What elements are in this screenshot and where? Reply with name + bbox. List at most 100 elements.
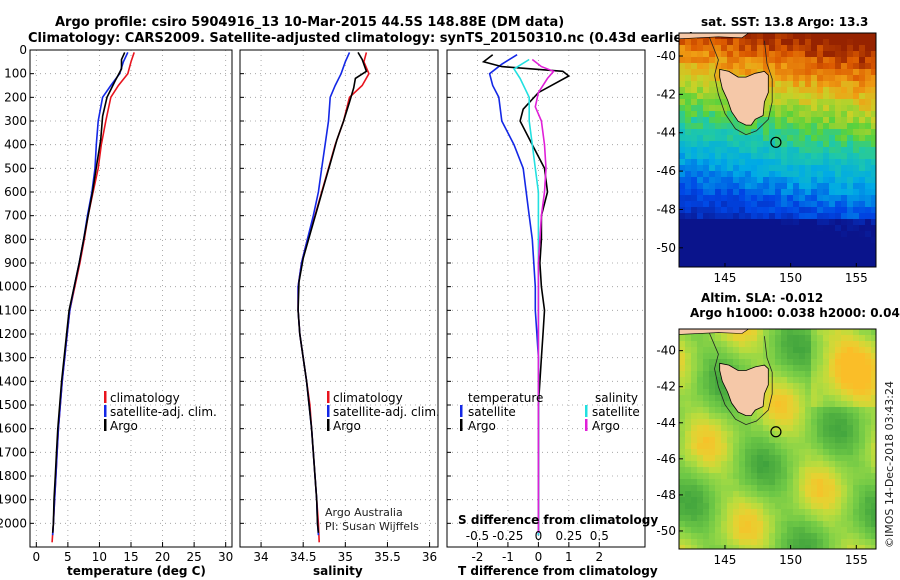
heatmap-cell [853,99,860,106]
heatmap-cell [703,93,710,100]
heatmap-cell [697,99,704,106]
heatmap-cell [787,431,794,438]
heatmap-cell [847,105,854,112]
heatmap-cell [679,93,686,100]
heatmap-cell [775,491,782,498]
heatmap-cell [871,237,876,244]
heatmap-cell [721,425,728,432]
heatmap-cell [871,165,876,172]
heatmap-cell [817,153,824,160]
heatmap-cell [739,51,746,58]
heatmap-cell [751,449,758,456]
heatmap-cell [757,249,764,256]
heatmap-cell [787,159,794,166]
heatmap-cell [805,171,812,178]
y-tick-label: 1800 [0,469,27,483]
heatmap-cell [697,129,704,136]
heatmap-cell [763,461,770,468]
heatmap-cell [703,431,710,438]
heatmap-cell [715,545,722,549]
heatmap-cell [781,249,788,256]
heatmap-cell [679,51,686,58]
heatmap-cell [781,473,788,480]
heatmap-cell [679,159,686,166]
y-tick-label: 2000 [0,516,27,530]
heatmap-cell [793,335,800,342]
heatmap-cell [781,159,788,166]
heatmap-cell [697,527,704,534]
heatmap-cell [769,213,776,220]
heatmap-cell [727,467,734,474]
heatmap-cell [709,377,716,384]
heatmap-cell [859,539,866,546]
heatmap-cell [679,141,686,148]
heatmap-cell [679,407,686,414]
heatmap-cell [835,165,842,172]
heatmap-cell [871,533,876,540]
heatmap-cell [823,389,830,396]
heatmap-cell [787,243,794,250]
heatmap-cell [793,347,800,354]
heatmap-cell [847,153,854,160]
heatmap-cell [829,207,836,214]
heatmap-cell [733,135,740,142]
heatmap-cell [793,135,800,142]
heatmap-cell [709,39,716,46]
heatmap-cell [829,135,836,142]
heatmap-cell [853,111,860,118]
heatmap-cell [685,443,692,450]
heatmap-cell [751,189,758,196]
heatmap-cell [835,195,842,202]
heatmap-cell [853,533,860,540]
heatmap-cell [841,171,848,178]
heatmap-cell [715,341,722,348]
heatmap-cell [769,509,776,516]
heatmap-cell [811,63,818,70]
heatmap-cell [781,443,788,450]
heatmap-cell [847,497,854,504]
heatmap-cell [811,165,818,172]
heatmap-cell [757,243,764,250]
heatmap-cell [745,159,752,166]
heatmap-cell [733,243,740,250]
heatmap-cell [751,467,758,474]
heatmap-cell [685,353,692,360]
heatmap-cell [847,237,854,244]
heatmap-cell [703,425,710,432]
heatmap-cell [805,461,812,468]
heatmap-cell [799,431,806,438]
heatmap-cell [733,443,740,450]
heatmap-cell [841,329,848,336]
heatmap-cell [865,383,872,390]
heatmap-cell [841,201,848,208]
heatmap-cell [847,467,854,474]
heatmap-cell [805,189,812,196]
heatmap-cell [799,99,806,106]
heatmap-cell [799,171,806,178]
heatmap-cell [835,413,842,420]
heatmap-cell [817,503,824,510]
heatmap-cell [763,177,770,184]
heatmap-cell [781,51,788,58]
heatmap-cell [823,521,830,528]
heatmap-cell [799,153,806,160]
heatmap-cell [811,509,818,516]
heatmap-cell [811,45,818,52]
heatmap-cell [721,467,728,474]
heatmap-cell [679,231,686,238]
heatmap-cell [781,413,788,420]
heatmap-cell [853,141,860,148]
heatmap-cell [817,419,824,426]
heatmap-cell [787,195,794,202]
heatmap-cell [775,425,782,432]
heatmap-cell [817,57,824,64]
heatmap-cell [715,533,722,540]
heatmap-cell [697,87,704,94]
heatmap-cell [793,395,800,402]
heatmap-cell [709,81,716,88]
heatmap-cell [751,527,758,534]
heatmap-cell [859,117,866,124]
heatmap-cell [691,467,698,474]
heatmap-cell [703,249,710,256]
heatmap-cell [721,39,728,46]
